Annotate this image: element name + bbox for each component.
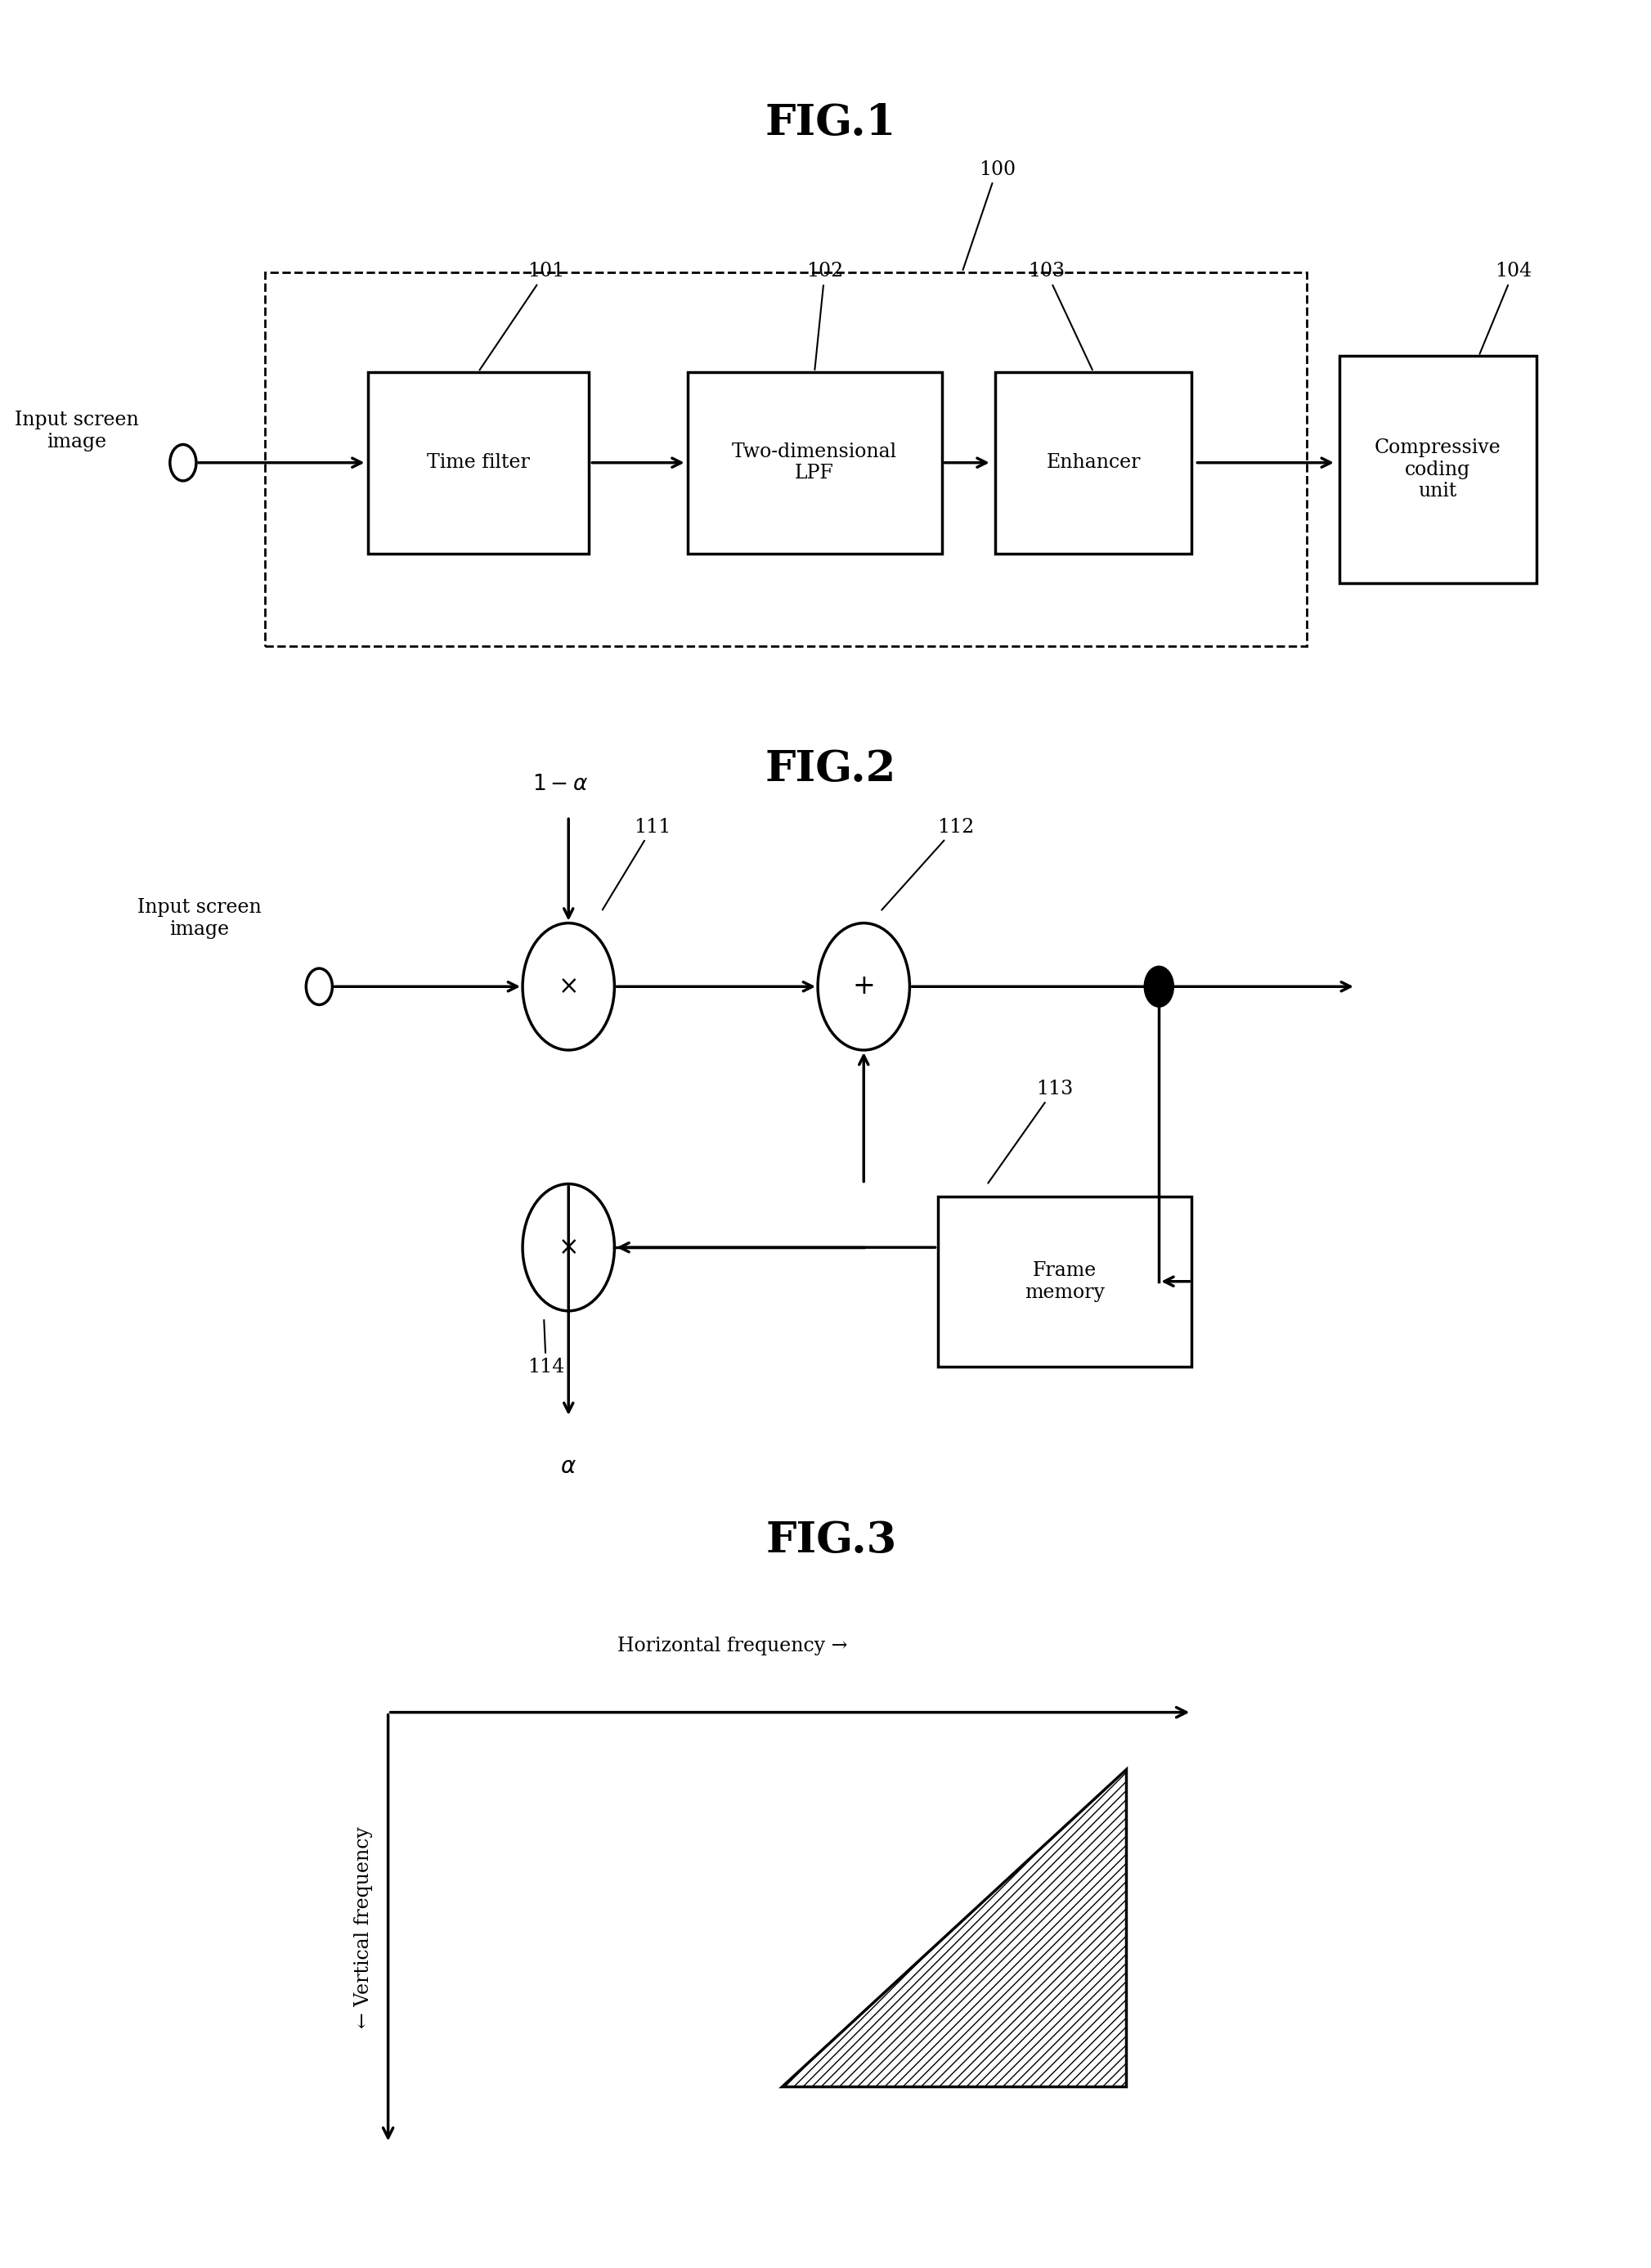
Circle shape [1144,966,1174,1007]
Text: 103: 103 [1029,263,1093,370]
Text: Two-dimensional
LPF: Two-dimensional LPF [731,442,896,483]
Text: Time filter: Time filter [428,454,530,472]
Text: FIG.2: FIG.2 [766,748,896,789]
FancyBboxPatch shape [996,372,1192,553]
Text: ×: × [558,973,580,1000]
Text: 101: 101 [479,263,565,370]
Text: 100: 100 [963,161,1015,270]
Text: +: + [852,973,875,1000]
Text: Input screen
image: Input screen image [137,898,261,939]
Text: 104: 104 [1479,263,1532,354]
Text: 112: 112 [882,819,974,909]
FancyBboxPatch shape [687,372,941,553]
FancyBboxPatch shape [368,372,589,553]
Text: Input screen
image: Input screen image [15,411,139,451]
Text: 102: 102 [806,263,844,370]
Text: Enhancer: Enhancer [1047,454,1141,472]
Text: ×: × [558,1234,580,1261]
Text: $\alpha$: $\alpha$ [560,1456,576,1479]
Text: Frame
memory: Frame memory [1025,1261,1105,1302]
Text: FIG.3: FIG.3 [766,1520,896,1560]
Text: $1 - \alpha$: $1 - \alpha$ [532,773,588,794]
Text: 111: 111 [603,819,672,909]
Text: ← Vertical frequency: ← Vertical frequency [353,1826,373,2030]
Text: Horizontal frequency →: Horizontal frequency → [617,1637,847,1656]
Text: FIG.1: FIG.1 [766,102,896,143]
FancyBboxPatch shape [938,1198,1192,1365]
FancyBboxPatch shape [1339,356,1535,583]
Text: 114: 114 [528,1320,565,1377]
Text: Compressive
coding
unit: Compressive coding unit [1375,438,1501,501]
Text: 113: 113 [987,1080,1073,1184]
Polygon shape [781,1769,1126,2087]
